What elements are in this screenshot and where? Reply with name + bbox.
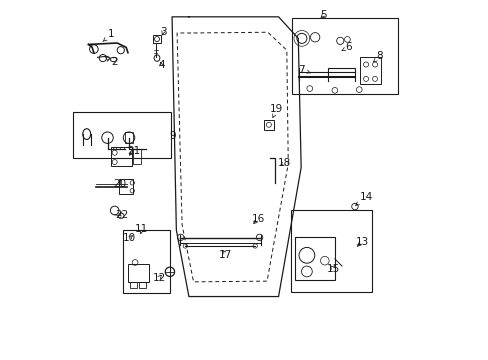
Text: 16: 16 [251, 215, 264, 224]
Text: 11: 11 [135, 225, 148, 234]
Bar [111, 147, 132, 166]
Text: 22: 22 [115, 210, 128, 220]
Text: 20: 20 [113, 179, 126, 189]
Bar [123, 230, 169, 293]
Text: 14: 14 [355, 192, 372, 205]
Text: 15: 15 [326, 264, 339, 274]
Text: 12: 12 [152, 273, 165, 283]
Text: 21: 21 [127, 145, 141, 156]
Bar [291, 18, 397, 94]
Text: 8: 8 [373, 51, 383, 62]
Bar [73, 112, 170, 158]
Text: 7: 7 [298, 64, 310, 75]
Text: 9: 9 [169, 131, 176, 141]
Bar [295, 237, 334, 280]
Text: 1: 1 [102, 30, 114, 41]
Text: 4: 4 [158, 60, 164, 70]
Bar [153, 35, 161, 43]
Text: 13: 13 [355, 237, 368, 247]
Bar [359, 57, 381, 84]
Bar [129, 282, 137, 288]
Bar [263, 120, 274, 130]
Bar [128, 264, 149, 282]
Text: 17: 17 [219, 249, 232, 260]
Text: 10: 10 [123, 233, 136, 243]
Text: 18: 18 [278, 158, 291, 168]
Text: 2: 2 [105, 57, 118, 67]
Bar [290, 210, 371, 292]
Text: 19: 19 [269, 104, 283, 118]
Bar [124, 132, 133, 143]
Text: 3: 3 [160, 27, 166, 37]
Text: 6: 6 [341, 42, 351, 52]
Bar [133, 149, 140, 163]
Bar [119, 179, 133, 194]
Bar [139, 282, 145, 288]
Text: 5: 5 [320, 10, 326, 20]
